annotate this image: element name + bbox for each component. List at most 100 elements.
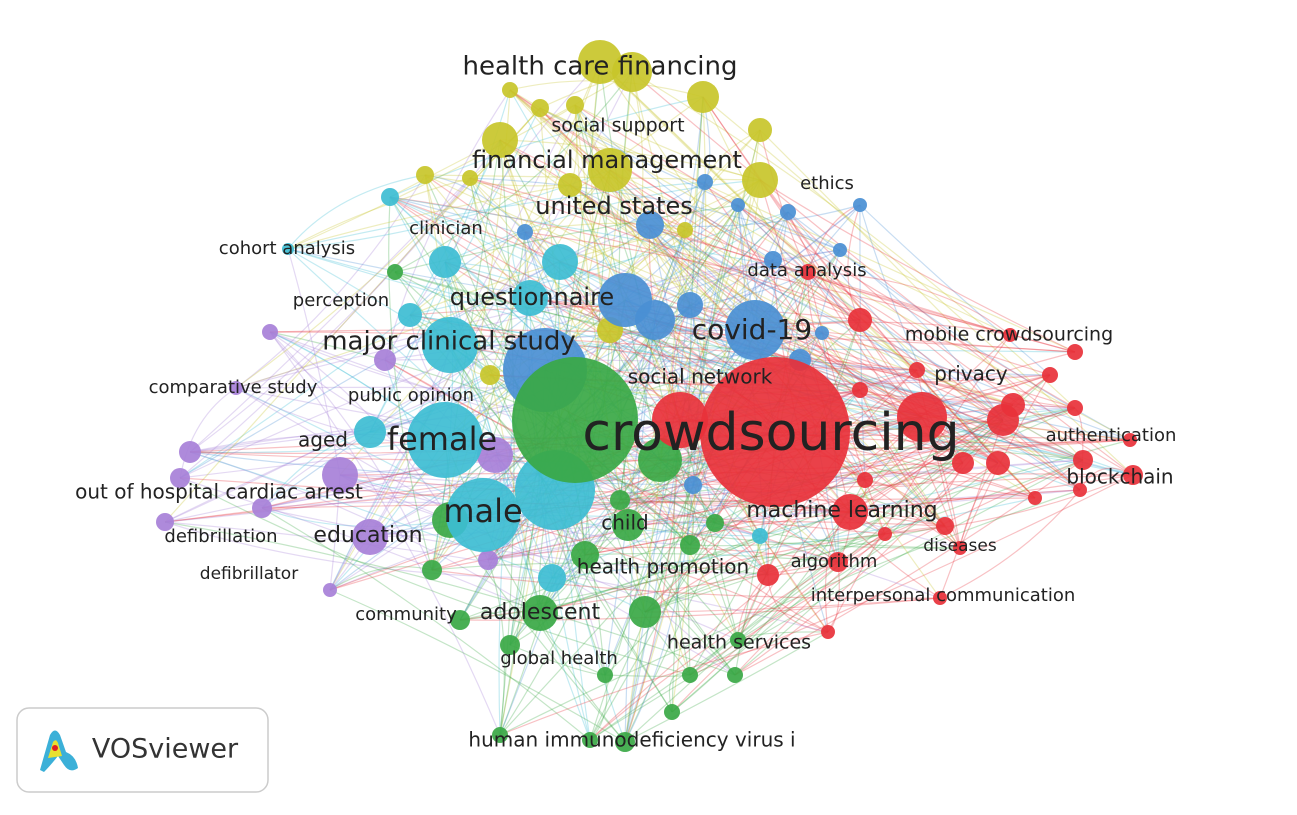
node <box>156 513 174 531</box>
edge <box>287 177 471 250</box>
edge <box>671 204 739 713</box>
node <box>742 162 778 198</box>
node <box>752 528 768 544</box>
node <box>610 490 630 510</box>
edge <box>389 196 756 331</box>
edge <box>449 344 541 614</box>
node <box>502 82 518 98</box>
node <box>252 498 272 518</box>
logo-icon-core <box>52 745 58 751</box>
edge <box>444 229 686 441</box>
edge <box>799 359 1014 406</box>
edge <box>189 139 501 453</box>
logo[interactable]: VOSviewer <box>16 707 269 793</box>
node <box>387 264 403 280</box>
edge <box>599 61 1036 499</box>
node <box>500 635 520 655</box>
node-label: interpersonal communication <box>811 585 1076 606</box>
node <box>517 224 533 240</box>
node <box>1073 450 1093 470</box>
edge <box>409 231 526 316</box>
node <box>179 441 201 463</box>
node <box>952 452 974 474</box>
node <box>354 416 386 448</box>
edge <box>329 566 433 591</box>
node-label: health care financing <box>463 52 738 82</box>
edge <box>702 96 923 418</box>
node <box>832 494 868 530</box>
edge <box>469 177 1011 336</box>
node <box>588 148 632 192</box>
edge <box>499 139 1011 336</box>
edge <box>409 139 501 316</box>
node <box>1073 483 1087 497</box>
node-label: adolescent <box>480 600 601 625</box>
edge <box>864 439 1131 481</box>
node <box>538 564 566 592</box>
edge <box>689 404 1014 546</box>
edge <box>734 533 886 676</box>
edge <box>287 184 571 250</box>
node-label: united states <box>535 192 692 220</box>
edge <box>859 389 946 527</box>
logo-box <box>16 707 269 793</box>
edge <box>839 249 1004 421</box>
node-label: human immunodeficiency virus i <box>468 728 795 752</box>
node <box>446 478 520 552</box>
edge <box>469 177 691 306</box>
edge <box>604 522 716 676</box>
node-label: health promotion <box>577 555 749 579</box>
node <box>482 122 518 158</box>
node <box>652 392 708 448</box>
node <box>727 667 743 683</box>
node <box>422 317 478 373</box>
logo-text: VOSviewer <box>92 734 239 765</box>
edge <box>469 177 531 299</box>
node <box>480 365 500 385</box>
edge <box>444 259 774 441</box>
edge <box>409 96 704 316</box>
edge <box>624 419 1004 743</box>
node <box>936 517 954 535</box>
node <box>682 667 698 683</box>
edge <box>494 454 606 676</box>
node <box>700 357 850 507</box>
edge <box>269 331 501 736</box>
node <box>1067 344 1083 360</box>
node-label: covid-19 <box>692 313 812 346</box>
edge <box>179 177 471 479</box>
edge <box>821 332 1076 409</box>
node <box>933 591 947 605</box>
edge <box>654 319 999 464</box>
node <box>730 632 746 648</box>
node <box>833 243 847 257</box>
edge <box>487 484 694 561</box>
edge <box>339 474 851 513</box>
edge <box>189 451 553 579</box>
edge <box>807 271 961 549</box>
edge <box>807 271 964 464</box>
edge <box>499 139 923 418</box>
edge <box>619 474 1134 501</box>
edge <box>624 229 686 743</box>
edge <box>459 535 761 621</box>
edge <box>859 204 1051 376</box>
node <box>828 552 848 572</box>
edge <box>459 407 1076 621</box>
node <box>1003 328 1017 342</box>
node <box>815 326 829 340</box>
edge <box>235 259 774 389</box>
edge <box>459 597 941 621</box>
edge <box>859 204 866 481</box>
edge <box>599 61 1036 499</box>
edge <box>469 177 1051 376</box>
node <box>229 381 243 395</box>
node <box>612 509 644 541</box>
node <box>684 476 702 494</box>
node <box>558 173 582 197</box>
node <box>953 541 967 555</box>
edge <box>269 331 918 371</box>
node-label: ethics <box>800 173 854 194</box>
edge <box>702 96 1134 476</box>
node-label: financial management <box>472 146 742 174</box>
